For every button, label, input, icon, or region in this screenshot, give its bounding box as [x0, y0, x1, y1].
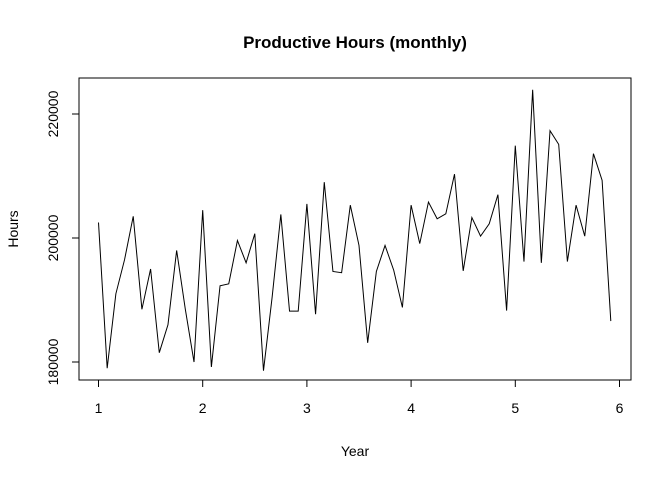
x-tick-label: 3: [303, 400, 311, 416]
x-axis-title: Year: [341, 443, 370, 459]
x-tick-label: 2: [199, 400, 207, 416]
series-line: [98, 89, 612, 371]
x-axis: 1 2 3 4 5 6: [95, 379, 624, 416]
x-tick-label: 4: [407, 400, 415, 416]
chart-title: Productive Hours (monthly): [243, 33, 467, 52]
y-axis-title: Hours: [5, 210, 21, 247]
x-tick-label: 6: [616, 400, 624, 416]
x-tick-label: 5: [511, 400, 519, 416]
plot-area: [98, 89, 612, 371]
y-tick-label: 200000: [45, 214, 61, 261]
y-tick-label: 220000: [45, 90, 61, 137]
y-axis: 180000 200000 220000: [45, 90, 80, 385]
x-tick-label: 1: [95, 400, 103, 416]
y-tick-label: 180000: [45, 338, 61, 385]
